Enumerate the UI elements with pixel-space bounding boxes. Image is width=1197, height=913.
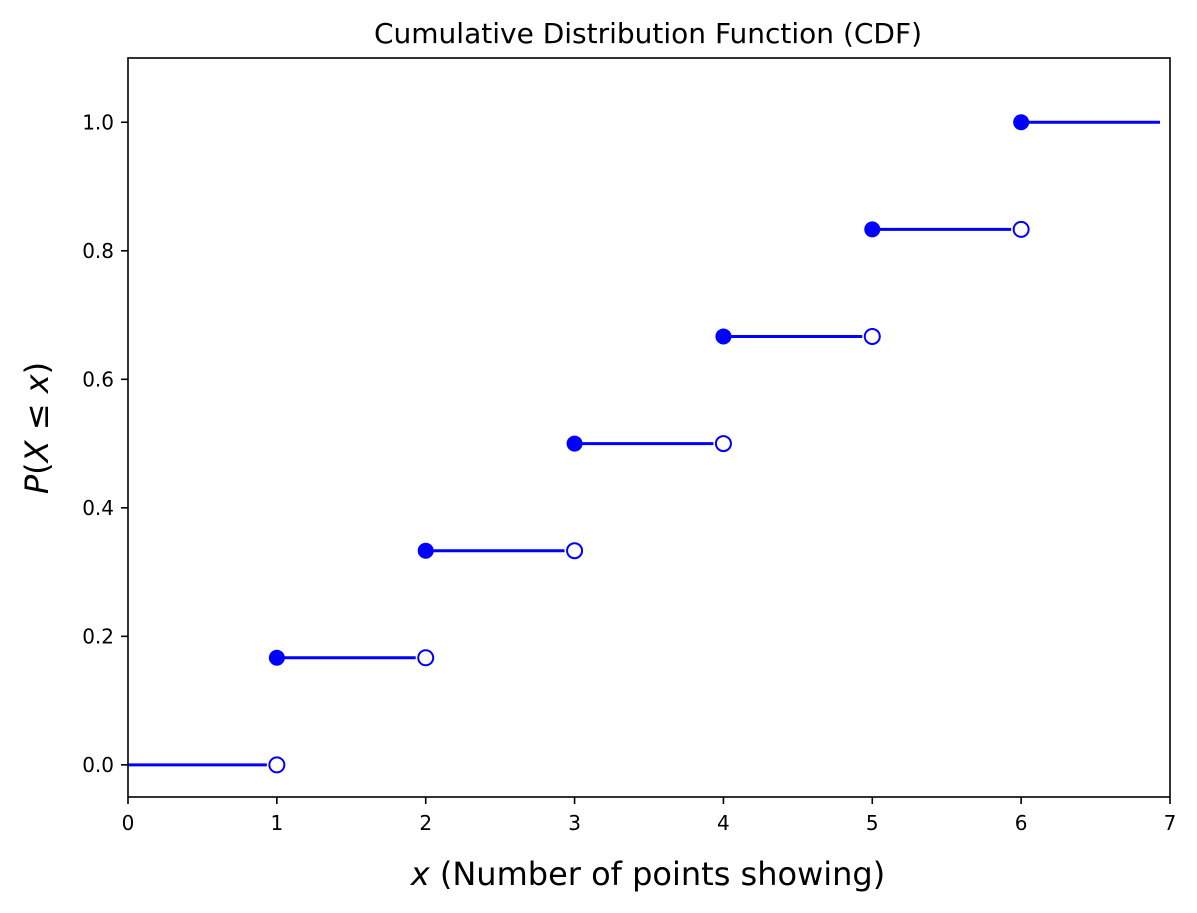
x-tick-label: 5 <box>866 811 879 835</box>
y-tick-label: 1.0 <box>82 110 114 134</box>
x-axis-label-text: (Number of points showing) <box>430 855 886 893</box>
chart-title: Cumulative Distribution Function (CDF) <box>374 17 922 50</box>
cdf-open-point <box>268 756 286 774</box>
cdf-open-point <box>714 435 732 453</box>
cdf-closed-point <box>268 649 285 666</box>
y-tick-label: 0.8 <box>82 239 114 263</box>
cdf-open-point <box>1012 220 1030 238</box>
x-axis-label-variable: x <box>410 855 431 893</box>
x-axis-label: x (Number of points showing) <box>410 855 885 893</box>
y-axis-label-close-paren: ) <box>18 362 56 374</box>
y-tick-label: 0.6 <box>82 367 114 391</box>
x-tick-label: 6 <box>1015 811 1028 835</box>
x-tick-label: 7 <box>1164 811 1177 835</box>
x-tick-label: 1 <box>270 811 283 835</box>
y-tick-label: 0.2 <box>82 624 114 648</box>
y-tick-label: 0.0 <box>82 753 114 777</box>
x-tick-label: 2 <box>419 811 432 835</box>
x-tick-label: 0 <box>122 811 135 835</box>
y-axis-label-x-lower: x <box>18 373 56 394</box>
y-axis-label: P(X ≤ x) <box>18 362 56 494</box>
plot-frame <box>127 57 1171 798</box>
y-axis-label-open-paren: ( <box>18 462 56 474</box>
cdf-open-point <box>417 649 435 667</box>
y-axis-label-p: P <box>18 474 56 494</box>
cdf-open-point <box>863 327 881 345</box>
x-tick-label: 4 <box>717 811 730 835</box>
cdf-open-point <box>566 542 584 560</box>
cdf-closed-point <box>864 221 881 238</box>
cdf-closed-point <box>417 542 434 559</box>
cdf-closed-point <box>715 328 732 345</box>
y-axis: 0.0 0.2 0.4 0.6 0.8 1.0 <box>82 110 128 777</box>
y-axis-label-x-upper: X <box>18 439 56 464</box>
x-axis: 0 1 2 3 4 5 6 7 <box>122 797 1177 835</box>
cdf-closed-point <box>566 435 583 452</box>
y-axis-label-leq: ≤ <box>18 393 56 440</box>
cdf-closed-point <box>1013 114 1030 131</box>
plot-marks <box>128 114 1160 774</box>
x-tick-label: 3 <box>568 811 581 835</box>
y-tick-label: 0.4 <box>82 496 114 520</box>
